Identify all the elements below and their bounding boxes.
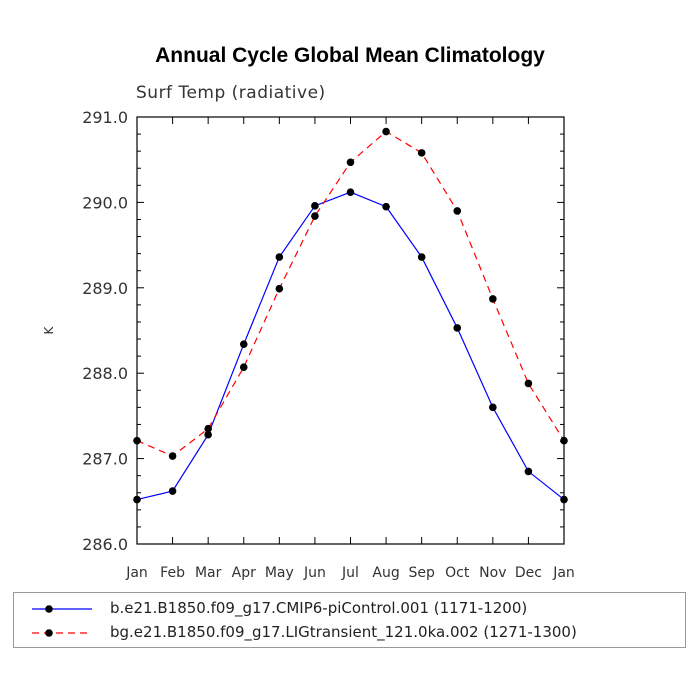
data-point-series-2: [311, 212, 319, 220]
data-point-series-2: [560, 436, 568, 445]
data-point-series-2: [524, 379, 533, 388]
legend-label-series-2: bg.e21.B1850.f09_g17.LIGtransient_121.0k…: [110, 623, 577, 641]
data-point-series-1: [239, 340, 248, 348]
data-point-series-2: [239, 363, 248, 372]
legend: b.e21.B1850.f09_g17.CMIP6-piControl.001 …: [13, 592, 686, 648]
data-point-series-1: [524, 467, 533, 476]
legend-label-series-1: b.e21.B1850.f09_g17.CMIP6-piControl.001 …: [110, 599, 528, 617]
series-line-2: [136, 130, 565, 457]
x-tick-label: Mar: [195, 565, 222, 581]
data-point-series-2: [417, 149, 426, 157]
x-tick-label: Nov: [479, 565, 506, 581]
legend-marker-series-2: [32, 629, 92, 637]
y-tick-label: 287.0: [82, 450, 128, 469]
x-tick-label: Jan: [552, 565, 575, 581]
data-point-series-2: [489, 295, 497, 303]
x-tick-label: May: [265, 565, 294, 581]
y-tick-label: 289.0: [82, 279, 128, 298]
data-point-series-2: [133, 436, 141, 445]
y-tick-label: 288.0: [82, 364, 128, 383]
legend-item-series-2: bg.e21.B1850.f09_g17.LIGtransient_121.0k…: [14, 621, 685, 645]
data-point-series-2: [204, 424, 212, 433]
chart-subtitle: Surf Temp (radiative): [136, 83, 326, 103]
y-tick-label: 291.0: [82, 108, 128, 127]
data-point-series-1: [560, 495, 568, 504]
data-point-series-1: [311, 202, 319, 210]
data-point-series-2: [275, 284, 284, 293]
data-point-series-1: [133, 495, 141, 504]
series-line-1: [136, 191, 565, 501]
data-point-series-1: [382, 202, 390, 211]
line-chart: 286.0 287.0 288.0 289.0 290.0 291.0 Jan Feb Mar A…: [42, 108, 575, 581]
chart-title: Annual Cycle Global Mean Climatology: [155, 44, 545, 67]
data-point-series-1: [346, 188, 355, 196]
x-tick-label: Apr: [232, 565, 256, 581]
y-tick-label: 286.0: [82, 535, 128, 554]
data-point-series-2: [346, 158, 355, 167]
data-point-series-1: [417, 253, 426, 261]
legend-marker-series-1: [32, 605, 92, 613]
data-point-series-2: [382, 127, 390, 136]
y-axis-label: K: [42, 325, 56, 334]
data-point-series-2: [453, 207, 462, 215]
data-point-series-1: [453, 324, 462, 332]
x-tick-label: Oct: [445, 565, 470, 581]
data-point-series-1: [204, 430, 212, 439]
x-tick-label: Sep: [408, 565, 435, 581]
data-point-series-1: [489, 403, 497, 412]
x-tick-label: Dec: [515, 565, 542, 581]
x-tick-label: Feb: [160, 565, 185, 581]
plot-frame: [136, 116, 565, 545]
legend-item-series-1: b.e21.B1850.f09_g17.CMIP6-piControl.001 …: [14, 597, 685, 621]
x-tick-label: Jun: [303, 565, 326, 581]
data-point-series-1: [168, 487, 177, 495]
x-tick-label: Jan: [125, 565, 148, 581]
y-tick-label: 290.0: [82, 193, 128, 212]
data-point-series-2: [168, 452, 177, 460]
x-tick-label: Aug: [372, 565, 399, 581]
data-point-series-1: [275, 253, 284, 261]
x-tick-label: Jul: [341, 565, 359, 581]
